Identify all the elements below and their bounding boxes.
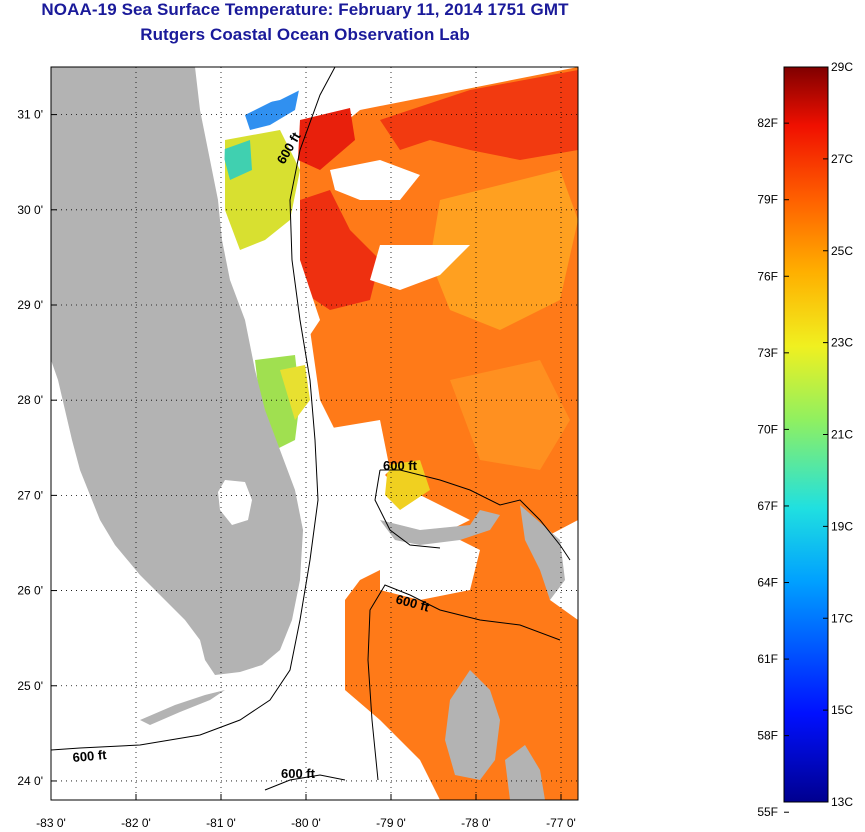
- cloud-patch-3: [260, 260, 320, 350]
- colorbar-celsius-label: 23C: [831, 336, 853, 350]
- latitude-labels: 31 0' 30 0' 29 0' 28 0' 27 0' 26 0' 25 0' 24 0': [17, 108, 43, 788]
- lon-tick-label: -81 0': [206, 816, 236, 830]
- florida-keys: [140, 690, 225, 725]
- sst-hot-top: [298, 108, 355, 170]
- colorbar-fahrenheit-label: 55F: [757, 805, 778, 819]
- cloud-patch-2: [370, 245, 470, 290]
- lon-tick-label: -78 0': [461, 816, 491, 830]
- lat-tick-label: 31 0': [17, 108, 43, 122]
- colorbar-celsius-label: 17C: [831, 611, 853, 625]
- grand-bahama: [380, 510, 500, 545]
- colorbar-celsius-label: 27C: [831, 152, 853, 166]
- colorbar-celsius-label: 21C: [831, 428, 853, 442]
- colorbar-fahrenheit-label: 73F: [757, 346, 778, 360]
- colorbar-celsius-label: 19C: [831, 519, 853, 533]
- colorbar-celsius-label: 15C: [831, 703, 853, 717]
- sst-yellow-bank: [385, 460, 430, 510]
- lon-tick-label: -79 0': [376, 816, 406, 830]
- map-image: [51, 67, 578, 800]
- lat-tick-label: 24 0': [17, 774, 43, 788]
- colorbar-celsius-label: 29C: [831, 60, 853, 74]
- lake-okeechobee: [218, 480, 252, 525]
- cloud-patch-1: [330, 160, 420, 200]
- depth-contour-florida: [51, 67, 336, 751]
- contour-label: 600 ft: [281, 766, 316, 781]
- contour-label: 600 ft: [72, 747, 108, 765]
- colorbar-celsius-label: 25C: [831, 244, 853, 258]
- lon-tick-label: -80 0': [291, 816, 321, 830]
- colorbar-fahrenheit-label: 76F: [757, 269, 778, 283]
- lat-tick-label: 29 0': [17, 298, 43, 312]
- lat-tick-label: 28 0': [17, 393, 43, 407]
- colorbar-fahrenheit-label: 61F: [757, 652, 778, 666]
- lon-tick-label: -83 0': [36, 816, 66, 830]
- longitude-labels: -83 0' -82 0' -81 0' -80 0' -79 0' -78 0' -77 …: [36, 816, 576, 830]
- cloud-patch-7: [200, 67, 360, 130]
- colorbar-fahrenheit-label: 79F: [757, 193, 778, 207]
- sst-hot-mid: [300, 190, 380, 310]
- colorbar-celsius-labels: 29C 27C 25C 23C 21C 19C 17C 15C 13C: [823, 60, 853, 809]
- lat-tick-label: 30 0': [17, 203, 43, 217]
- colorbar-fahrenheit-label: 70F: [757, 422, 778, 436]
- colorbar-fahrenheit-labels: 82F 79F 76F 73F 70F 67F 64F 61F 58F 55F: [757, 116, 789, 819]
- sst-mild-south: [450, 360, 570, 470]
- lat-tick-label: 26 0': [17, 584, 43, 598]
- lat-tick-label: 25 0': [17, 679, 43, 693]
- depth-contour-south: [367, 584, 561, 781]
- colorbar-celsius-label: 13C: [831, 795, 853, 809]
- florida-land: [51, 67, 303, 675]
- colorbar-fahrenheit-label: 64F: [757, 576, 778, 590]
- colorbar-fahrenheit-label: 67F: [757, 499, 778, 513]
- depth-contour-bahamas-loop: [374, 469, 441, 549]
- contour-label: 600 ft: [383, 458, 418, 473]
- cloud-patch-5: [380, 530, 480, 600]
- colorbar-fahrenheit-label: 58F: [757, 729, 778, 743]
- lat-tick-label: 27 0': [17, 488, 43, 502]
- lon-tick-label: -82 0': [121, 816, 151, 830]
- sst-hot-north: [380, 70, 578, 160]
- map-title: NOAA-19 Sea Surface Temperature: Februar…: [41, 0, 569, 19]
- abaco: [520, 505, 565, 600]
- map-subtitle: Rutgers Coastal Ocean Observation Lab: [140, 25, 470, 44]
- cloud-patch-4: [320, 420, 390, 500]
- lon-tick-label: -77 0': [546, 816, 576, 830]
- colorbar: [783, 66, 829, 803]
- depth-contour-bahamas-north: [380, 469, 571, 561]
- south-bahamas: [505, 745, 545, 800]
- colorbar-fahrenheit-label: 82F: [757, 116, 778, 130]
- sst-nearshore-cyan: [222, 140, 252, 180]
- andros: [445, 670, 500, 780]
- depth-contour-bottom: [264, 774, 346, 791]
- sst-nearshore-yellow: [280, 365, 310, 420]
- map-frame: [50, 66, 579, 801]
